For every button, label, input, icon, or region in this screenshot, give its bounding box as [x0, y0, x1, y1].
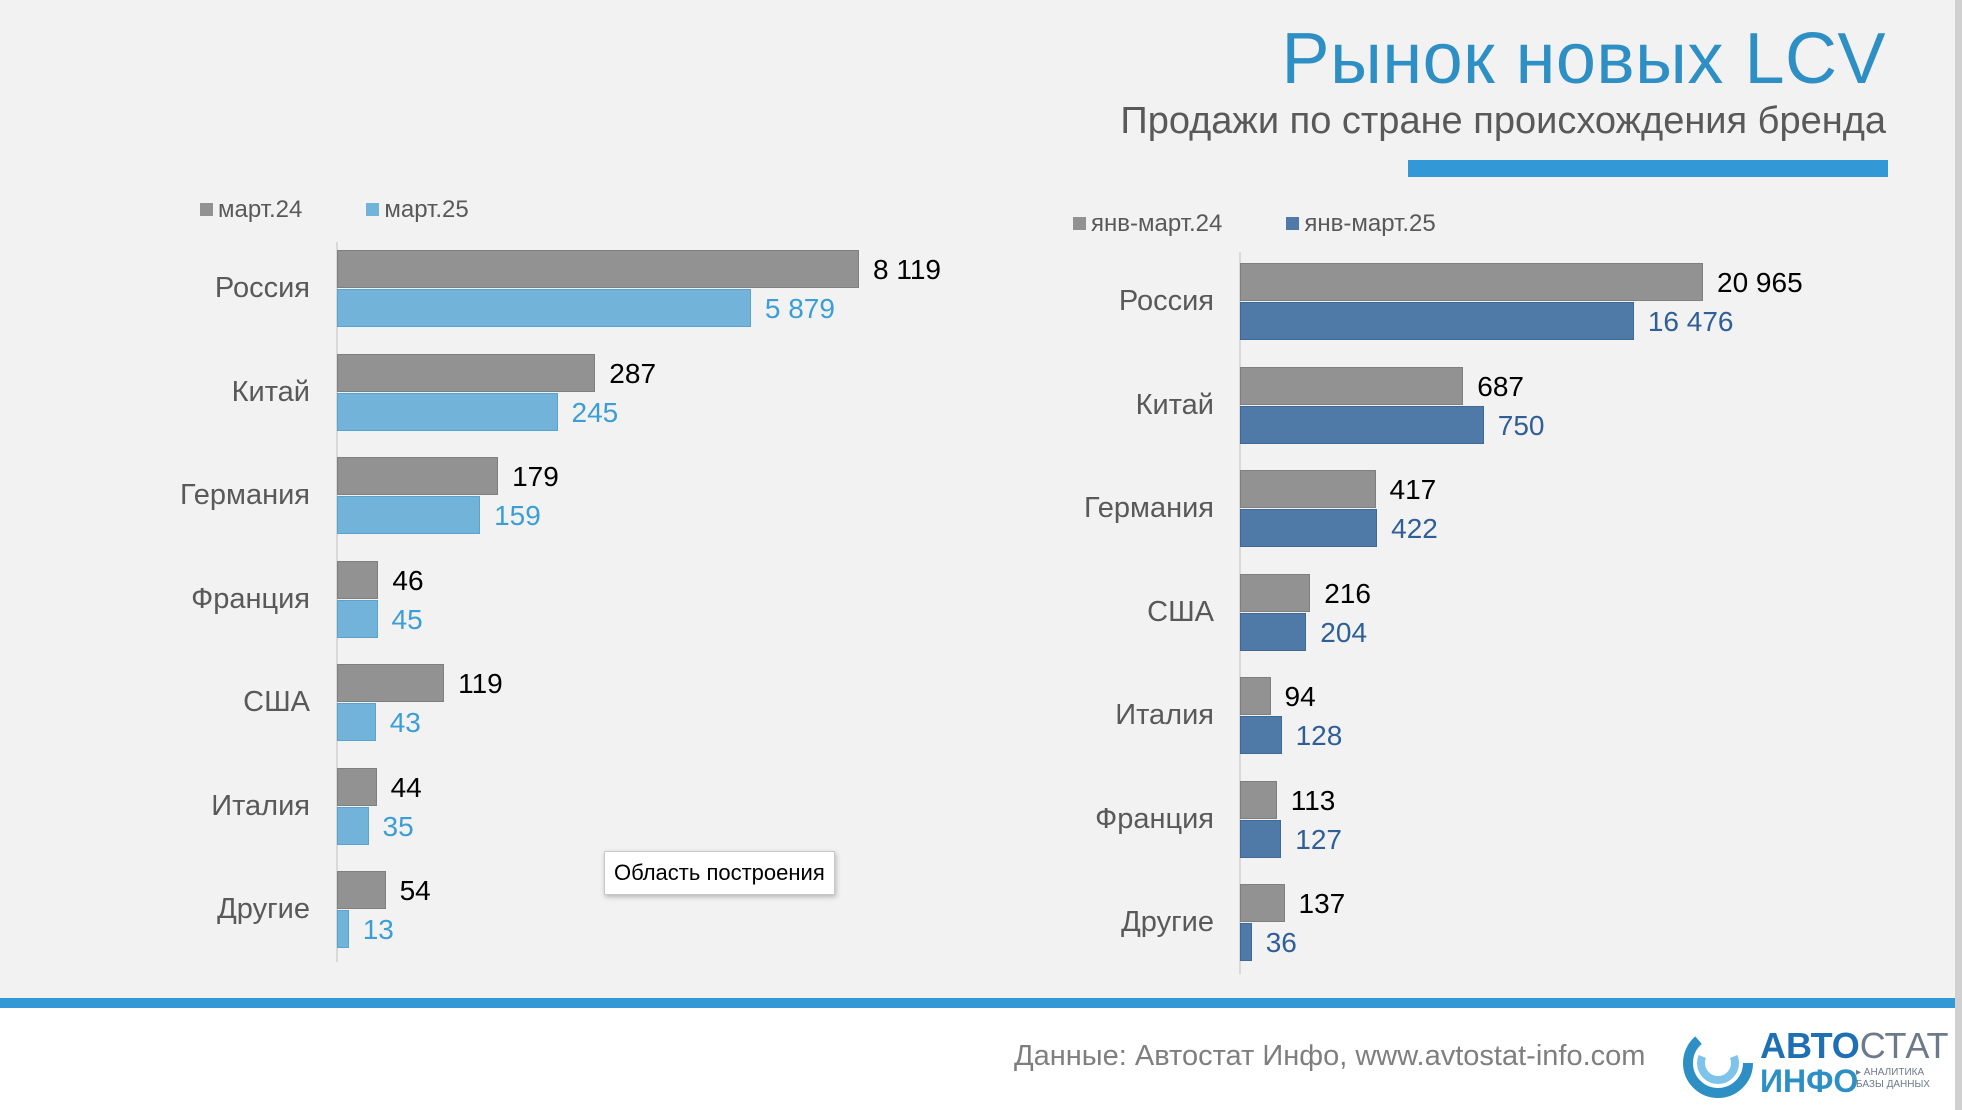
bar-curr[interactable]	[337, 289, 751, 327]
bar-curr[interactable]	[337, 703, 376, 741]
bar-prev[interactable]	[337, 353, 596, 392]
bar-prev[interactable]	[1240, 366, 1464, 405]
window-edge	[1955, 0, 1962, 1110]
bar-prev[interactable]	[1240, 573, 1311, 612]
category-label: Франция	[191, 582, 310, 615]
bar-curr[interactable]	[1240, 819, 1282, 858]
logo-wordmark: АВТОСТАТ	[1760, 1025, 1949, 1066]
data-label: 43	[389, 707, 421, 738]
data-label: 46	[392, 564, 424, 596]
data-source: Данные: Автостат Инфо, www.avtostat-info…	[1014, 1040, 1646, 1072]
data-label: 127	[1295, 823, 1342, 855]
category-label: Италия	[1115, 699, 1214, 731]
bar-curr[interactable]	[1240, 405, 1484, 444]
bar-prev[interactable]	[337, 250, 859, 288]
category-label: Германия	[1083, 492, 1214, 524]
category-label: Россия	[214, 272, 310, 304]
category-label: США	[1147, 595, 1214, 628]
data-label: 16 476	[1647, 306, 1734, 337]
legend-item[interactable]: янв-март.25	[1286, 210, 1436, 238]
bar-prev[interactable]	[337, 871, 386, 909]
data-label: 216	[1324, 577, 1371, 609]
bar-prev[interactable]	[337, 767, 377, 806]
bar-curr[interactable]	[337, 910, 349, 948]
logo-tagline: ▸ АНАЛИТИКА БАЗЫ ДАННЫХ	[1856, 1067, 1930, 1090]
data-label: 750	[1497, 409, 1545, 441]
bar-curr[interactable]	[337, 496, 481, 534]
legend-item[interactable]: март.24	[200, 196, 302, 224]
bar-curr[interactable]	[1240, 716, 1282, 754]
legend-item[interactable]: март.25	[366, 196, 469, 224]
bar-prev[interactable]	[1240, 677, 1271, 715]
bar-curr[interactable]	[1240, 302, 1634, 340]
page-title: Рынок новых LCV	[1281, 19, 1886, 99]
chart-legend: март.24 март.25	[200, 196, 533, 224]
data-label: 5 879	[764, 293, 835, 324]
category-label: Германия	[179, 479, 310, 511]
data-label: 179	[512, 461, 559, 492]
data-label: 422	[1391, 513, 1438, 544]
bar-curr[interactable]	[1240, 509, 1378, 547]
data-label: 417	[1389, 474, 1437, 505]
data-label: 44	[390, 771, 422, 803]
data-label: 94	[1284, 681, 1316, 712]
data-label: 113	[1290, 784, 1336, 816]
bar-prev[interactable]	[1240, 470, 1376, 508]
category-label: Китай	[231, 375, 310, 408]
category-label: Другие	[1121, 906, 1214, 938]
data-label: 35	[382, 810, 414, 842]
footer	[0, 1008, 1962, 1110]
data-label: 687	[1477, 370, 1524, 402]
bar-curr[interactable]	[1240, 923, 1252, 961]
avtostat-logo: АВТОСТАТ ИНФО ▸ АНАЛИТИКА БАЗЫ ДАННЫХ	[1680, 1025, 1950, 1100]
legend-label: янв-март.24	[1091, 210, 1223, 237]
category-label: Италия	[211, 789, 310, 822]
logo-swirl-icon	[1683, 1028, 1753, 1098]
data-label: 287	[609, 357, 657, 389]
data-label: 45	[391, 603, 423, 635]
bar-curr[interactable]	[1240, 612, 1307, 651]
legend-item[interactable]: янв-март.24	[1073, 210, 1222, 238]
bar-curr[interactable]	[337, 806, 369, 845]
data-label: 20 965	[1717, 267, 1803, 298]
data-label: 159	[494, 500, 541, 531]
bar-prev[interactable]	[337, 457, 499, 495]
category-label: Франция	[1095, 802, 1214, 835]
bar-curr[interactable]	[337, 599, 378, 638]
data-label: 13	[362, 914, 394, 945]
page-subtitle: Продажи по стране происхождения бренда	[1120, 100, 1886, 142]
legend-label: янв-март.25	[1304, 210, 1436, 237]
chart-legend: янв-март.24 янв-март.25	[1073, 210, 1500, 238]
bar-prev[interactable]	[1240, 780, 1277, 819]
data-label: 36	[1265, 927, 1297, 958]
legend-swatch	[1073, 217, 1086, 230]
bar-prev[interactable]	[337, 664, 445, 702]
legend-swatch	[366, 203, 380, 216]
data-label: 8 119	[873, 254, 941, 285]
logo-subword: ИНФО	[1760, 1063, 1859, 1099]
legend-label: март.25	[384, 196, 469, 223]
legend-swatch	[200, 203, 213, 216]
plot-area-tooltip: Область построения	[604, 851, 835, 895]
category-label: Россия	[1118, 285, 1214, 317]
legend-label: март.24	[218, 196, 303, 223]
data-label: 137	[1298, 888, 1346, 919]
data-label: 128	[1295, 720, 1343, 751]
category-label: Китай	[1135, 388, 1214, 421]
category-label: Другие	[217, 893, 310, 925]
data-label: 245	[571, 396, 619, 428]
data-label: 54	[399, 875, 431, 906]
data-label: 204	[1320, 616, 1368, 648]
category-label: США	[243, 686, 310, 718]
footer-accent-strip	[0, 998, 1962, 1008]
bar-prev[interactable]	[1240, 263, 1703, 301]
bar-curr[interactable]	[337, 392, 558, 431]
title-accent-bar	[1408, 160, 1888, 177]
legend-swatch	[1286, 217, 1300, 230]
bar-prev[interactable]	[337, 560, 379, 599]
data-label: 119	[458, 668, 503, 699]
bar-prev[interactable]	[1240, 884, 1285, 922]
